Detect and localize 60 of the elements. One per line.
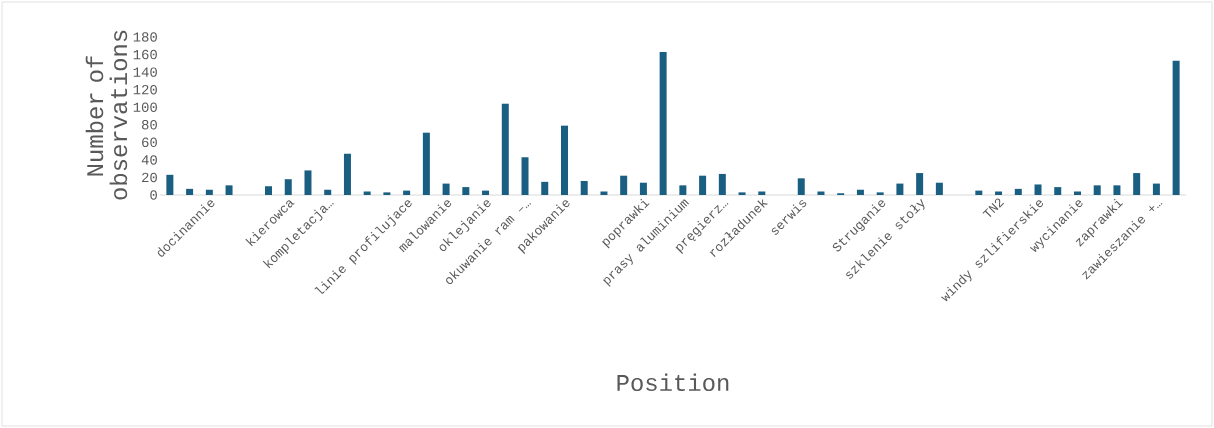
bar	[383, 192, 391, 195]
y-axis-title: Number of observations	[85, 30, 128, 200]
y-tick-label: 180	[133, 32, 157, 42]
y-tick-label: 140	[133, 67, 157, 77]
bar	[1113, 185, 1121, 195]
y-tick-label: 120	[133, 84, 157, 95]
bar	[403, 190, 411, 195]
y-tick-label: 160	[133, 49, 157, 60]
bar	[699, 175, 707, 195]
bar	[975, 190, 983, 195]
bar	[758, 191, 766, 195]
y-tick-label: 20	[142, 172, 157, 183]
bar	[541, 181, 549, 195]
bar	[679, 185, 687, 195]
bar	[659, 51, 667, 195]
bar	[284, 179, 292, 195]
bar	[896, 183, 904, 195]
bar	[580, 180, 588, 195]
bar	[995, 191, 1003, 195]
bar	[1034, 184, 1042, 195]
y-tick-label: 0	[150, 190, 157, 200]
bar	[797, 178, 805, 195]
bar	[935, 182, 943, 195]
bar	[1093, 185, 1101, 195]
bar	[1133, 173, 1141, 195]
bar	[521, 157, 529, 195]
bar	[363, 191, 371, 195]
y-tick-label: 100	[133, 102, 157, 112]
bar	[1054, 187, 1062, 195]
bar	[1152, 183, 1160, 195]
bar	[304, 170, 312, 195]
bar	[738, 192, 746, 195]
x-axis-title: Position	[617, 373, 729, 392]
bar	[343, 153, 351, 195]
bar	[225, 185, 233, 195]
bar	[422, 132, 430, 195]
bar	[1172, 60, 1180, 195]
bar	[1014, 188, 1022, 195]
bar	[205, 189, 213, 195]
bar	[817, 191, 825, 195]
bar	[265, 186, 273, 195]
bar	[639, 182, 647, 195]
bar	[718, 173, 726, 195]
y-tick-label: 80	[141, 120, 157, 130]
bar	[462, 187, 470, 195]
bar	[166, 174, 174, 195]
bar	[620, 175, 628, 195]
bar	[186, 188, 194, 195]
bar	[876, 192, 884, 195]
bar	[324, 189, 332, 195]
bar	[600, 191, 608, 195]
bar	[916, 173, 924, 195]
y-tick-label: 40	[141, 155, 157, 165]
bar	[482, 190, 490, 195]
bar	[501, 103, 509, 195]
bar	[560, 125, 568, 195]
bar	[856, 189, 864, 195]
bar	[442, 183, 450, 195]
y-tick-label: 60	[142, 137, 157, 148]
bar	[1073, 191, 1081, 195]
